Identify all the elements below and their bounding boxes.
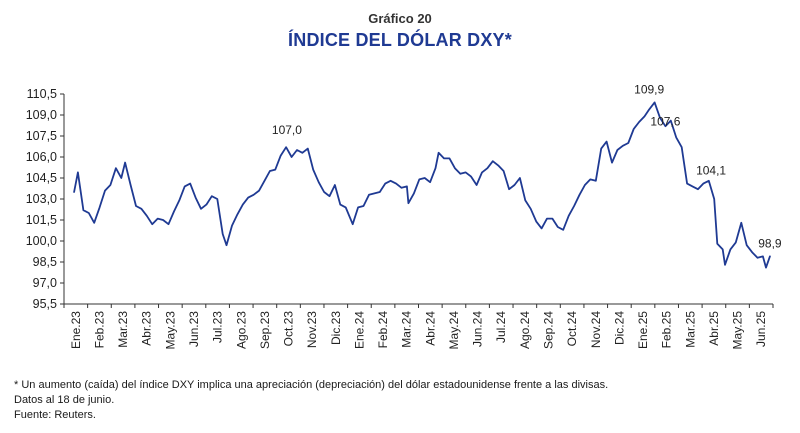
- footnote: * Un aumento (caída) del índice DXY impl…: [14, 379, 609, 391]
- x-tick-label: Abr.23: [140, 311, 154, 346]
- chart-notes: * Un aumento (caída) del índice DXY impl…: [14, 378, 608, 423]
- y-tick-label: 95,5: [33, 297, 57, 311]
- y-tick-label: 110,5: [27, 87, 57, 101]
- x-tick-label: Abr.24: [423, 311, 437, 346]
- data-label: 98,9: [758, 236, 782, 250]
- x-tick-label: Nov.24: [589, 311, 603, 348]
- y-tick-label: 98,5: [33, 255, 57, 269]
- x-tick-label: Feb.24: [376, 311, 390, 349]
- x-tick-label: Mar.25: [683, 311, 697, 348]
- x-tick-label: Nov.23: [305, 311, 319, 348]
- chart-kicker: Gráfico 20: [368, 11, 432, 26]
- source-note: Fuente: Reuters.: [14, 409, 96, 421]
- data-label: 107,0: [272, 123, 302, 137]
- x-tick-label: Dic.23: [329, 311, 343, 345]
- x-tick-label: Jul.23: [211, 311, 225, 343]
- x-tick-label: Ene.23: [69, 311, 83, 349]
- x-tick-label: Mar.23: [116, 311, 130, 348]
- x-tick-label: Ago.24: [518, 311, 532, 349]
- y-tick-label: 101,5: [26, 213, 57, 227]
- x-tick-label: Jun.25: [754, 311, 768, 347]
- dxy-line-chart: 110,5 109,0 107,5 106,0 104,5 103,0 101,5 100,0…: [26, 82, 782, 350]
- y-tick-label: 103,0: [26, 192, 57, 206]
- x-tick-label: May.25: [731, 311, 745, 350]
- x-tick-label: May.23: [163, 311, 177, 350]
- x-tick-label: May.24: [447, 311, 461, 350]
- x-tick-label: Ago.23: [234, 311, 248, 349]
- x-tick-label: Oct.23: [282, 311, 296, 347]
- data-label: 109,9: [634, 82, 664, 96]
- x-tick-label: Feb.23: [92, 311, 106, 349]
- x-tick-label: Mar.24: [400, 311, 414, 348]
- x-tick-label: Jun.24: [471, 311, 485, 347]
- y-tick-label: 97,0: [33, 276, 57, 290]
- x-tick-label: Feb.25: [660, 311, 674, 349]
- data-label: 104,1: [696, 164, 726, 178]
- x-tick-label: Sep.24: [541, 311, 555, 349]
- y-tick-label: 109,0: [26, 108, 57, 122]
- data-date-note: Datos al 18 de junio.: [14, 394, 115, 406]
- x-tick-label: Sep.23: [258, 311, 272, 349]
- y-tick-label: 106,0: [26, 150, 57, 164]
- x-tick-label: Ene.24: [352, 311, 366, 349]
- x-tick-label: Ene.25: [636, 311, 650, 349]
- x-tick-label: Dic.24: [612, 311, 626, 345]
- data-label: 107,6: [650, 115, 680, 129]
- dxy-series-line: [73, 101, 771, 269]
- x-tick-label: Jun.23: [187, 311, 201, 347]
- y-tick-label: 104,5: [26, 171, 57, 185]
- chart-title: ÍNDICE DEL DÓLAR DXY*: [288, 30, 512, 50]
- x-tick-label: Jul.24: [494, 311, 508, 343]
- y-tick-label: 107,5: [26, 129, 57, 143]
- x-tick-label: Abr.25: [707, 311, 721, 346]
- x-tick-label: Oct.24: [565, 311, 579, 347]
- y-tick-label: 100,0: [26, 234, 57, 248]
